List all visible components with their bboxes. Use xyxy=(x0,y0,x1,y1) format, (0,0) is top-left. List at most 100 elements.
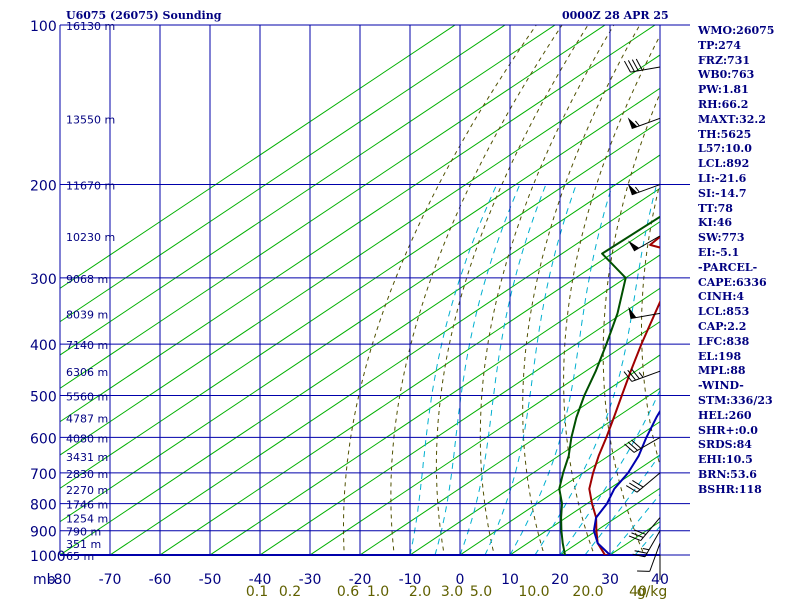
mixing-ratio-label: 3.0 xyxy=(441,584,463,600)
height-label: 6306 m xyxy=(66,366,108,379)
indices-panel: WMO:26075 TP:274 FRZ:731 WB0:763 PW:1.81 RH:6… xyxy=(698,24,774,498)
stat-item: RH:66.2 xyxy=(698,97,749,111)
dry-adiabat xyxy=(343,25,537,555)
mixing-ratio-label: 40 xyxy=(629,584,647,600)
temperature-tick-label: -30 xyxy=(299,572,322,588)
dry-adiabat xyxy=(479,25,615,555)
dry-adiabat xyxy=(784,13,800,566)
barb-staff xyxy=(630,66,661,73)
barb-half-flag xyxy=(635,186,640,193)
isotherm xyxy=(109,187,660,555)
moist-adiabat xyxy=(434,184,521,555)
barb-staff xyxy=(640,517,661,541)
isotherm xyxy=(359,354,660,555)
barb-flag xyxy=(632,553,646,558)
mixing-ratio-label: 20.0 xyxy=(572,584,603,600)
barb-staff xyxy=(649,543,661,572)
stat-item: SW:773 xyxy=(698,231,745,245)
isotherm xyxy=(409,387,660,555)
dry-adiabat xyxy=(641,181,660,467)
stat-item: WMO:26075 xyxy=(698,24,775,37)
height-label: 3431 m xyxy=(66,451,108,464)
temperature-tick-label: -20 xyxy=(349,572,372,588)
isotherm xyxy=(60,25,656,423)
stat-item: KI:46 xyxy=(698,216,733,230)
wind-barb xyxy=(623,58,661,73)
isotherm xyxy=(60,25,506,323)
wind-barb xyxy=(628,235,661,252)
stat-item: HEL:260 xyxy=(698,408,752,422)
height-label: 4080 m xyxy=(66,432,108,445)
stat-item: SI:-14.7 xyxy=(698,186,747,200)
mixing-ratio-label: 10.0 xyxy=(518,584,549,600)
wind-barb xyxy=(637,543,661,572)
temperature-tick-label: 20 xyxy=(551,572,569,588)
barb-flag xyxy=(631,368,640,380)
pressure-tick-label: 500 xyxy=(30,389,57,405)
wind-barb xyxy=(628,306,661,320)
height-label: 1254 m xyxy=(66,513,108,526)
stat-item: TH:5625 xyxy=(698,127,752,141)
barb-half-flag xyxy=(638,372,644,378)
height-label: 2830 m xyxy=(66,468,108,481)
stat-item: MPL:88 xyxy=(698,364,746,378)
temperature-tick-label: -60 xyxy=(149,572,172,588)
mixing-ratio-label: g/kg xyxy=(637,584,668,600)
pressure-tick-label: 400 xyxy=(30,338,57,354)
stat-item: LCL:892 xyxy=(698,157,750,171)
barb-flag xyxy=(635,58,643,71)
pressure-tick-label: 700 xyxy=(30,467,57,483)
pressure-tick-label: 300 xyxy=(30,272,57,288)
isotherm xyxy=(60,25,556,356)
barb-flag xyxy=(631,439,642,449)
temperature-tick-label: 10 xyxy=(501,572,519,588)
barb-staff xyxy=(631,117,661,130)
wind-barb xyxy=(628,517,661,542)
wind-barb xyxy=(625,472,661,493)
pressure-tick-label: 900 xyxy=(30,525,57,541)
isotherm xyxy=(60,54,660,456)
pressure-tick-label: 600 xyxy=(30,431,57,447)
wind-barb xyxy=(627,183,661,196)
stat-item: LCL:853 xyxy=(698,305,750,319)
temperature-tick-label: 40 xyxy=(651,572,669,588)
stat-item: LI:-21.6 xyxy=(698,171,747,185)
height-label: 8039 m xyxy=(66,308,108,321)
mixing-ratio-label: 0.2 xyxy=(279,584,301,600)
isotherm xyxy=(60,87,660,489)
stat-item: MAXT:32.2 xyxy=(698,112,766,126)
isotherm xyxy=(60,121,660,523)
grid xyxy=(59,24,690,580)
barb-half-flag xyxy=(642,548,650,551)
barb-pennant xyxy=(628,240,640,251)
barb-staff xyxy=(631,370,661,382)
barb-flag xyxy=(627,441,638,451)
stat-item: WB0:763 xyxy=(698,68,755,82)
stat-item: CAPE:6336 xyxy=(698,275,767,289)
barb-staff xyxy=(644,530,661,557)
isotherm xyxy=(60,25,456,289)
mixing-ratio-label: 1.0 xyxy=(367,584,389,600)
stat-item: STM:336/23 xyxy=(698,393,773,407)
isotherm xyxy=(60,154,660,555)
isotherm xyxy=(209,254,660,555)
mixing-ratio-label: 5.0 xyxy=(470,584,492,600)
barb-pennant xyxy=(628,306,637,319)
height-label: 7140 m xyxy=(66,339,108,352)
wind-barb xyxy=(627,117,661,130)
stat-item: EHI:10.5 xyxy=(698,453,753,467)
station-title: U6075 (26075) Sounding xyxy=(66,9,222,22)
barb-flag xyxy=(627,60,635,72)
barb-flag xyxy=(625,485,638,493)
pressure-tick-label: 200 xyxy=(30,179,57,195)
stat-item: EI:-5.1 xyxy=(698,245,740,259)
height-label: 5560 m xyxy=(66,390,108,403)
stat-item: BSHR:118 xyxy=(698,482,762,496)
barb-staff xyxy=(636,472,661,493)
stat-item: -WIND- xyxy=(698,379,744,393)
barb-pennant xyxy=(627,183,638,195)
temperature-tick-label: -10 xyxy=(399,572,422,588)
stat-item: SRDS:84 xyxy=(698,438,752,452)
